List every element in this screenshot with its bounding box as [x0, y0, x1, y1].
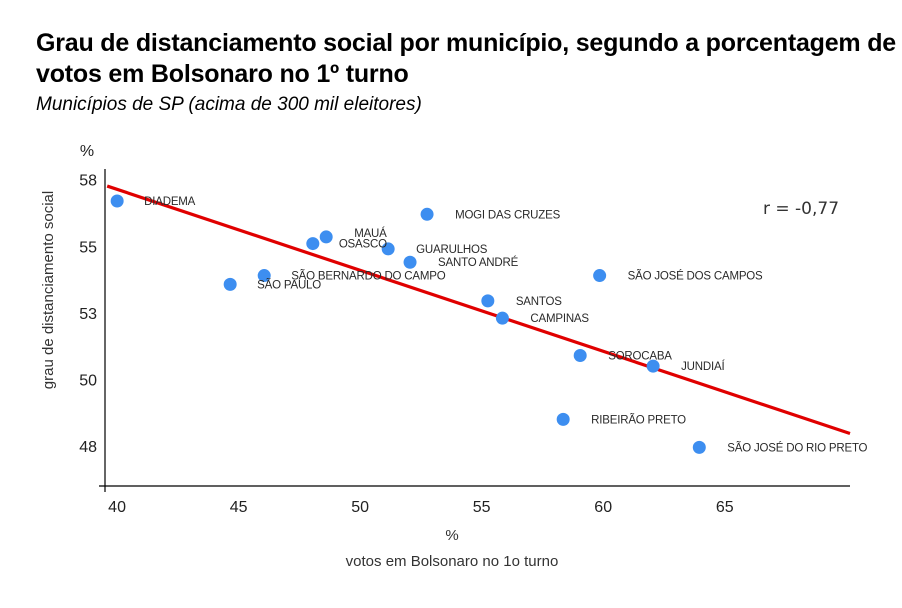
x-tick-label: 55: [473, 499, 491, 516]
y-tick-label: 50: [79, 372, 97, 389]
point-label: SOROCABA: [608, 350, 672, 362]
data-point: [306, 237, 320, 251]
x-tick-label: 45: [230, 499, 248, 516]
point-label: MAUÁ: [354, 227, 387, 240]
point-label: RIBEIRÃO PRETO: [591, 413, 686, 426]
axes: 40 45 50 55 60 65 58 55 53 50 48: [79, 169, 850, 516]
point-label: MOGI DAS CRUZES: [455, 209, 561, 221]
y-tick-label: 55: [79, 239, 97, 256]
data-point: [646, 359, 660, 373]
point-label: SANTOS: [516, 296, 562, 308]
x-axis-label: votos em Bolsonaro no 1o turno: [346, 553, 559, 570]
points-group: [110, 194, 706, 454]
data-point: [257, 269, 271, 283]
data-point: [223, 277, 237, 291]
y-tick-label: 53: [79, 306, 97, 323]
correlation-annotation: r = -0,77: [763, 199, 839, 219]
data-point: [573, 348, 587, 362]
x-tick-label: 40: [108, 499, 126, 516]
data-point: [495, 311, 509, 325]
data-point: [556, 412, 570, 426]
x-axis-unit: %: [445, 527, 458, 544]
point-label: OSASCO: [339, 239, 387, 251]
point-label: SANTO ANDRÉ: [438, 256, 519, 269]
data-point: [481, 294, 495, 308]
data-point: [692, 440, 706, 454]
chart-title: Grau de distanciamento social por municí…: [36, 29, 896, 88]
data-point: [420, 207, 434, 221]
trendline-group: [106, 184, 851, 436]
data-point: [403, 255, 417, 269]
point-label: SÃO PAULO: [257, 278, 321, 291]
x-tick-label: 65: [716, 499, 734, 516]
point-label: SÃO BERNARDO DO CAMPO: [291, 270, 446, 283]
point-label: CAMPINAS: [530, 313, 589, 325]
x-tick-label: 50: [351, 499, 369, 516]
point-label: JUNDIAÍ: [681, 360, 725, 373]
data-point: [593, 269, 607, 283]
data-point: [110, 194, 124, 208]
y-tick-label: 58: [79, 173, 97, 190]
point-label: GUARULHOS: [416, 244, 488, 256]
point-label: SÃO JOSÉ DO RIO PRETO: [727, 441, 867, 454]
y-axis-label: grau de distanciamento social: [40, 191, 57, 389]
trendline: [106, 184, 851, 436]
y-axis-unit: %: [80, 143, 94, 160]
chart-subtitle: Municípios de SP (acima de 300 mil eleit…: [36, 94, 422, 115]
x-tick-label: 60: [594, 499, 612, 516]
point-label: DIADEMA: [144, 196, 196, 208]
data-point: [319, 230, 333, 244]
data-point: [381, 242, 395, 256]
point-label: SÃO JOSÉ DOS CAMPOS: [628, 270, 763, 283]
y-tick-label: 48: [79, 439, 97, 456]
